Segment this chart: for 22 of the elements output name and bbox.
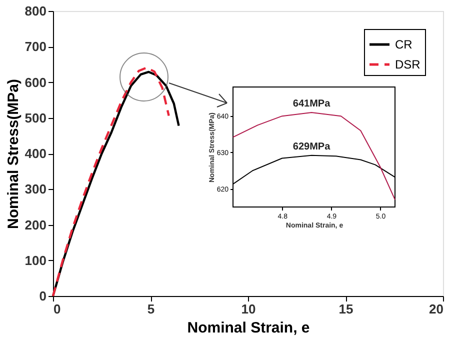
legend-label: DSR	[395, 58, 421, 72]
y-tick-label: 500	[24, 110, 46, 126]
y-tick-label: 700	[24, 39, 46, 54]
annotation: 641MPa	[292, 98, 331, 110]
y-axis-title: Nominal Stress(MPa)	[4, 78, 22, 230]
line-series	[232, 154, 396, 185]
x-axis-title: Nominal Strain, e	[187, 320, 310, 336]
annotation: 629MPa	[292, 141, 331, 152]
x-tick-label: 10	[241, 302, 256, 316]
y-tick-label: 600	[24, 74, 46, 90]
y-tick-label: 400	[24, 146, 46, 161]
y-tick-label: 100	[24, 252, 46, 268]
x-tick-label: 20	[429, 302, 444, 316]
x-tick-label: 5	[147, 302, 155, 316]
line-series	[232, 112, 396, 200]
y-tick-label: 800	[24, 4, 46, 18]
x-tick-label: 0	[54, 302, 61, 316]
y-tick-label: 0	[39, 288, 46, 304]
legend-label: CR	[395, 38, 413, 52]
x-tick-label: 15	[338, 302, 354, 316]
y-tick-label: 300	[24, 182, 46, 197]
y-tick-label: 200	[24, 217, 46, 232]
